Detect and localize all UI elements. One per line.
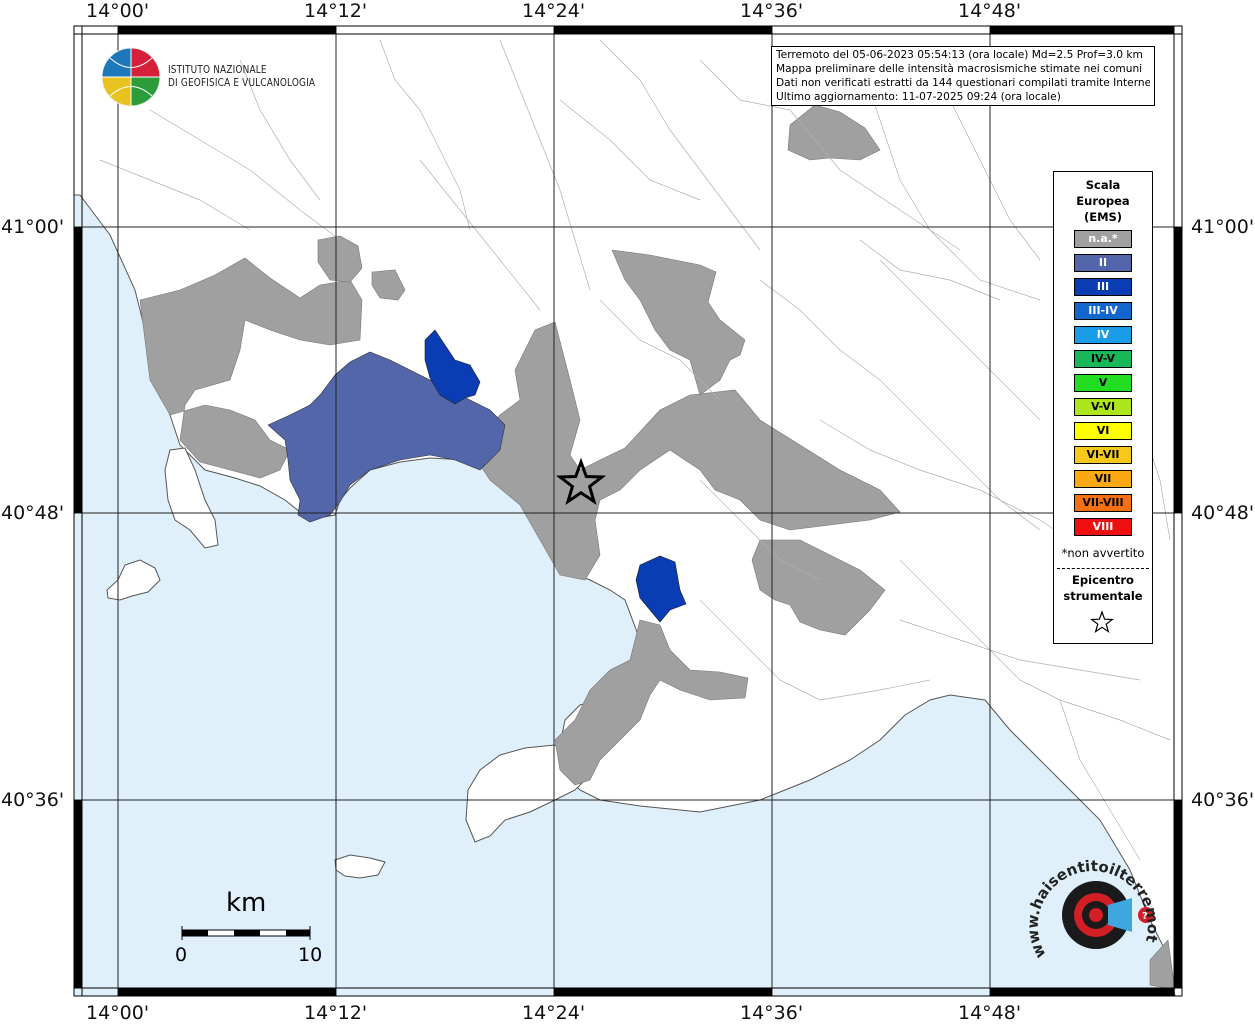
watermark-url: www.haisentitoilterremoto.it [1026,845,1162,961]
legend-swatch-iii: III [1074,278,1132,296]
legend-epicenter-label: Epicentro strumentale [1054,572,1152,604]
lon-label-top-4: 14°48' [958,0,1022,22]
institute-line1: ISTITUTO NAZIONALE [168,64,267,76]
legend-title-line: Scala [1085,178,1121,192]
event-info-line4: Ultimo aggiornamento: 11-07-2025 09:24 (… [776,91,1061,103]
lon-label-top-3: 14°36' [740,0,804,22]
legend-swatch-v: V [1074,374,1132,392]
sorrento-peninsula [465,744,586,843]
legend-swatch-viii: VIII [1074,518,1132,536]
lat-label-left-0: 41°00' [1,216,65,238]
legend-title-line: Europea [1076,194,1130,208]
ischia-island [106,559,161,601]
lon-label-top-1: 14°12' [304,0,368,22]
not-felt-regions [139,104,1176,991]
legend-title-line: (EMS) [1083,210,1123,224]
legend-note: *non avvertito [1061,546,1145,560]
lon-label-top-2: 14°24' [522,0,586,22]
legend-title: Scala Europea (EMS) [1054,177,1152,225]
lat-label-left-1: 40°48' [1,502,65,524]
lon-label-bottom-4: 14°48' [958,1002,1022,1024]
lat-label-right-1: 40°48' [1191,502,1255,524]
map-frame [73,25,1183,997]
legend-swatch-iv-v: IV-V [1074,350,1132,368]
epicenter-star [555,457,607,506]
haisentito-logo-icon: ? [1062,881,1154,949]
legend-epicenter-line: strumentale [1063,589,1143,603]
lat-label-left-2: 40°36' [1,789,65,811]
legend-swatch-ii: II [1074,254,1132,272]
institute-name: ISTITUTO NAZIONALE DI GEOFISICA E VULCAN… [168,64,315,90]
event-info-line3: Dati non verificati estratti da 144 ques… [776,77,1150,89]
lon-label-bottom-3: 14°36' [740,1002,804,1024]
lat-label-right-0: 41°00' [1191,216,1255,238]
lon-label-bottom-0: 14°00' [86,1002,150,1024]
legend-swatch-v-vi: V-VI [1074,398,1132,416]
lat-label-right-2: 40°36' [1191,789,1255,811]
capri-island [334,854,386,879]
scale-bar-min: 0 [175,944,188,966]
lon-label-bottom-1: 14°12' [304,1002,368,1024]
legend-swatch-iii-iv: III-IV [1074,302,1132,320]
event-info-line1: Terremoto del 05-06-2023 05:54:13 (ora l… [776,49,1143,61]
legend-separator [1057,568,1149,569]
event-info-line2: Mappa preliminare delle intensità macros… [776,63,1143,75]
scale-bar-max: 10 [298,944,323,966]
legend-swatch-vi: VI [1074,422,1132,440]
legend-star-icon [1090,610,1114,634]
miseno-peninsula [164,447,219,549]
intensity-iii-regions [424,329,687,623]
legend-epicenter-line: Epicentro [1072,573,1134,587]
scale-bar [181,926,311,940]
scale-bar-title: km [226,888,267,918]
legend-swatch-n-a: n.a.* [1074,230,1132,248]
svg-text:www.haisentitoilterremoto.it: www.haisentitoilterremoto.it [1026,845,1162,961]
watermark-text: www.haisentitoilterremoto.it [1026,845,1162,961]
legend-swatch-vii: VII [1074,470,1132,488]
lon-label-top-0: 14°00' [86,0,150,22]
graticule [74,26,1182,996]
legend-swatch-iv: IV [1074,326,1132,344]
legend-swatch-vi-vii: VI-VII [1074,446,1132,464]
lon-label-bottom-2: 14°24' [522,1002,586,1024]
institute-line2: DI GEOFISICA E VULCANOLOGIA [168,77,316,89]
event-info-box: Terremoto del 05-06-2023 05:54:13 (ora l… [771,46,1155,106]
ems-legend: Scala Europea (EMS) n.a.* II III III-IV IV IV-V… [1053,171,1153,644]
legend-swatch-vii-viii: VII-VIII [1074,494,1132,512]
ingv-logo-icon [101,47,161,107]
svg-text:?: ? [1142,911,1148,922]
